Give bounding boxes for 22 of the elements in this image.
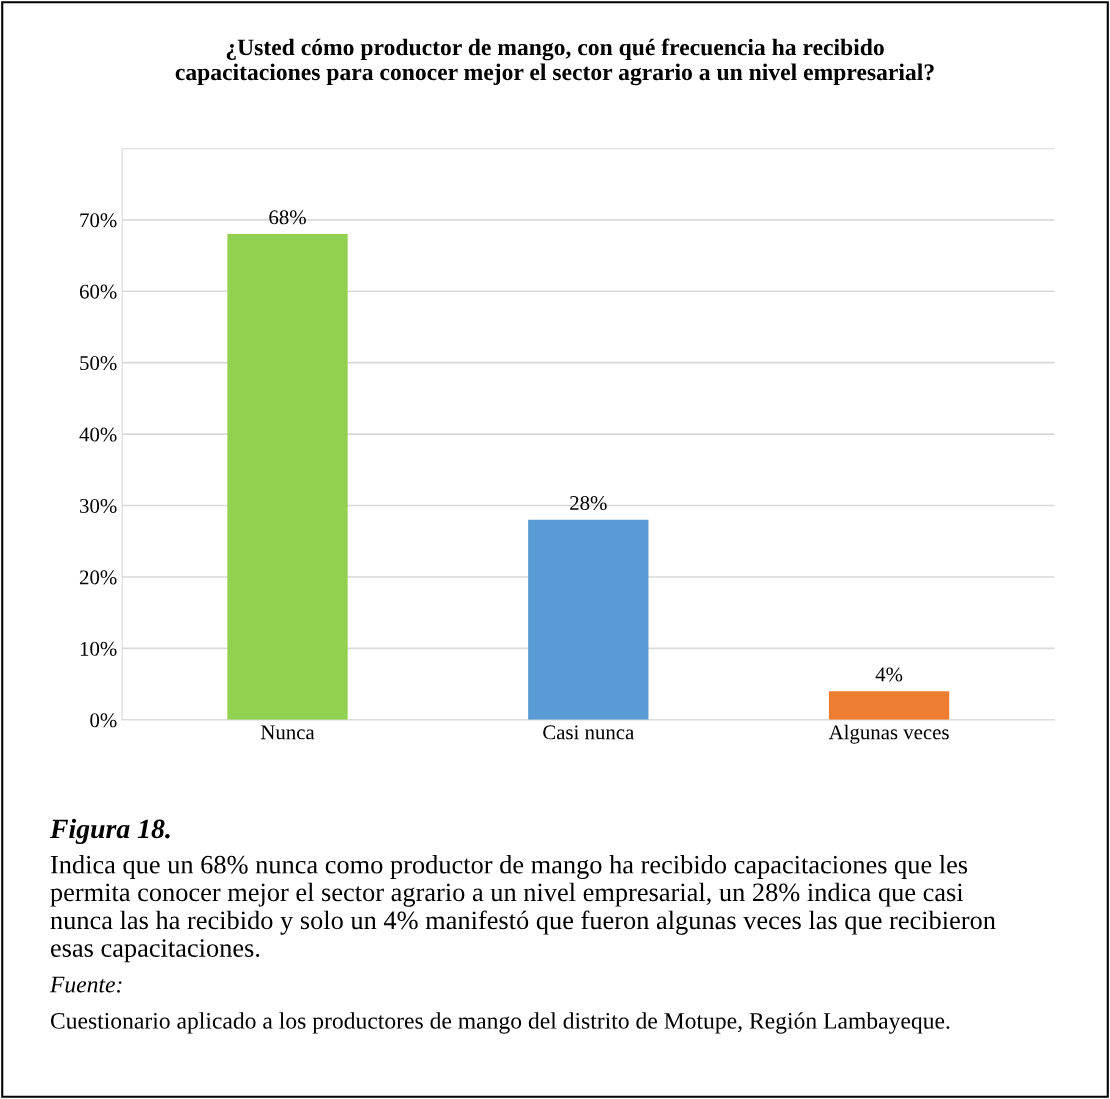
bar bbox=[828, 691, 950, 720]
y-tick-label: 30% bbox=[80, 498, 117, 514]
bar bbox=[227, 234, 348, 720]
y-tick-label: 70% bbox=[80, 213, 117, 228]
text: Indica que un 68% nunca como productor de mango ha recibido capacitaciones que les permita conocer mejor el sector agrario a un nivel empresarial, un 28% indica que casi nunca las ha recibido y solo un 4% manifestó que fueron algunas veces las que recibieron esas capacitaciones. bbox=[50, 855, 996, 963]
x-tick-label: Casi nunca bbox=[543, 725, 635, 740]
y-tick-label: 0% bbox=[90, 713, 117, 728]
x-tick-label: Nunca bbox=[260, 725, 315, 740]
bar bbox=[528, 519, 649, 720]
data-label: 68% bbox=[269, 210, 306, 225]
chart-title: ¿Usted cómo productor de mango, con qué frecuencia ha recibido capacitaciones para conocer mejor el sector agrario a un nivel empresarial? bbox=[175, 38, 934, 86]
source-note: Fuente: bbox=[49, 976, 122, 993]
data-label: 4% bbox=[875, 667, 903, 682]
y-tick-label: 60% bbox=[79, 284, 117, 299]
text: Cuestionario aplicado a los productores de mango del distrito de Motupe, Región Lambayeque. bbox=[50, 1012, 950, 1034]
data-label: 28% bbox=[570, 495, 607, 511]
y-tick-label: 40% bbox=[79, 427, 117, 442]
y-tick-label: 20% bbox=[79, 570, 117, 585]
y-tick-label: 10% bbox=[80, 641, 117, 656]
text: Figura 18. bbox=[49, 818, 170, 844]
x-tick-label: Algunas veces bbox=[828, 724, 949, 744]
y-tick-label: 50% bbox=[80, 356, 117, 371]
